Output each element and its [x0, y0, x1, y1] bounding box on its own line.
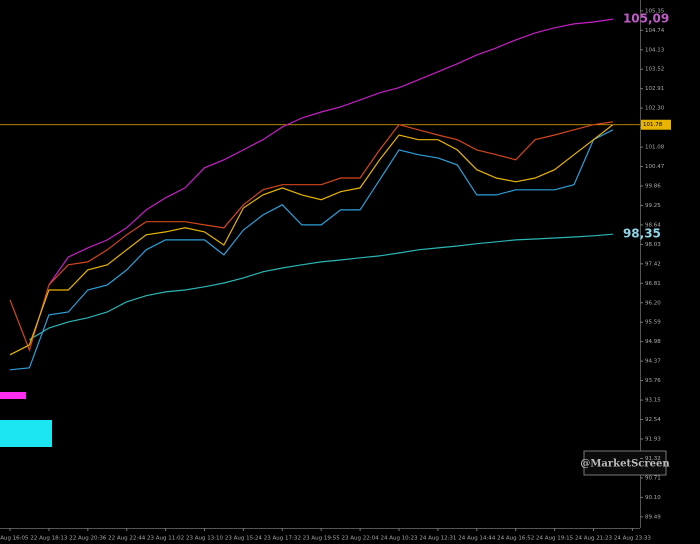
x-tick-label: 24 Aug 12:31	[419, 536, 456, 542]
y-tick-label: 99.86	[645, 183, 661, 189]
y-tick-label: 91.32	[645, 456, 661, 462]
x-tick-label: 23 Aug 19:55	[303, 536, 341, 542]
series-line	[9, 124, 614, 356]
series-line	[9, 121, 613, 352]
x-tick-label: 24 Aug 21:23	[575, 536, 613, 542]
y-tick-label: 94.98	[645, 339, 661, 345]
x-tick-label: 22 Aug 18:13	[30, 536, 68, 542]
y-tick-label: 96.20	[645, 300, 661, 306]
y-tick-label: 100.47	[645, 164, 665, 170]
y-tick-label: 104.74	[645, 28, 665, 34]
current-price-box	[641, 119, 671, 130]
watermark-box	[583, 450, 667, 476]
y-tick-label: 89.49	[645, 514, 661, 520]
series-end-label: 105,09	[623, 12, 669, 26]
magenta-marker	[0, 392, 26, 399]
x-tick-label: 23 Aug 13:10	[186, 536, 224, 542]
y-tick-label: 90.10	[645, 495, 661, 501]
x-tick-label: 24 Aug 19:15	[536, 536, 574, 542]
series-line	[9, 129, 614, 371]
cyan-marker	[0, 420, 52, 447]
watermark: @MarketScreen	[580, 459, 670, 470]
series-line	[48, 18, 613, 286]
x-tick-label: 22 Aug 16:05	[0, 536, 29, 542]
plot-area	[0, 18, 640, 371]
y-tick-label: 98.03	[645, 242, 661, 248]
x-tick-label: 23 Aug 22:04	[342, 536, 380, 542]
y-tick-label: 93.15	[645, 398, 661, 404]
y-tick-label: 105.35	[645, 8, 665, 14]
x-tick-label: 24 Aug 23:33	[614, 536, 652, 542]
y-tick-label: 95.59	[645, 320, 661, 326]
x-tick-label: 23 Aug 15:24	[225, 536, 263, 542]
y-tick-label: 102.91	[645, 86, 664, 92]
x-tick-label: 24 Aug 10:23	[380, 536, 418, 542]
x-tick-label: 24 Aug 16:52	[497, 536, 534, 542]
x-tick-label: 23 Aug 17:32	[264, 536, 301, 542]
y-tick-label: 103.52	[645, 67, 664, 73]
x-tick-label: 24 Aug 14:44	[458, 536, 496, 542]
y-tick-label: 98.64	[645, 222, 661, 228]
current-price-label: 101.78	[643, 122, 663, 128]
y-tick-label: 93.76	[645, 378, 661, 384]
series-end-label: 98,35	[623, 227, 661, 241]
x-tick-label: 23 Aug 11:02	[147, 536, 184, 542]
y-tick-label: 90.71	[645, 475, 661, 481]
y-tick-label: 97.42	[645, 261, 661, 267]
y-tick-label: 94.37	[645, 359, 661, 365]
y-tick-label: 101.08	[645, 145, 665, 151]
y-tick-label: 104.13	[645, 47, 665, 53]
y-tick-label: 92.54	[645, 417, 661, 423]
y-tick-label: 99.25	[645, 203, 661, 209]
y-tick-label: 96.81	[645, 281, 661, 287]
y-tick-label: 91.93	[645, 436, 661, 442]
series-line	[29, 233, 613, 341]
y-tick-label: 102.30	[645, 106, 665, 112]
x-tick-label: 22 Aug 20:36	[69, 536, 107, 542]
x-tick-label: 22 Aug 22:44	[108, 536, 146, 542]
